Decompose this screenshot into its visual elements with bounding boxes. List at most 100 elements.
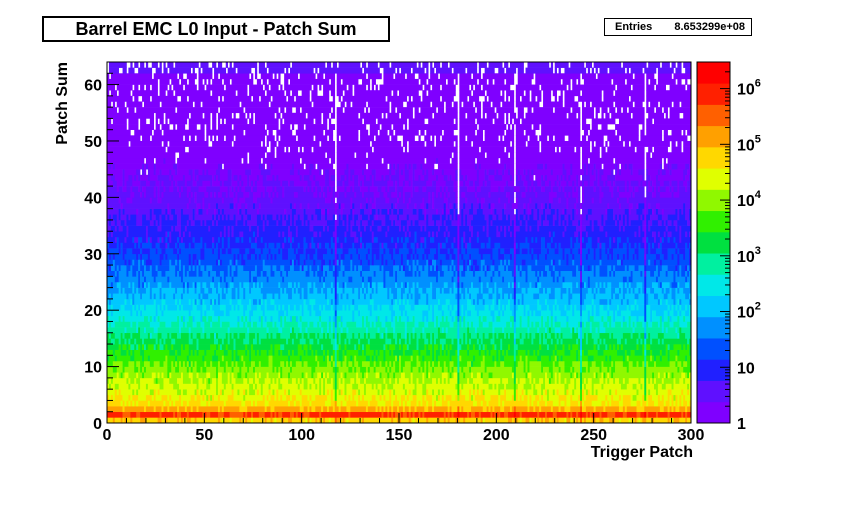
heatmap-cell [435,349,441,356]
heatmap-cell [379,304,382,311]
heatmap-cell [196,321,201,328]
heatmap-cell [334,293,338,300]
heatmap-cell [521,287,526,294]
heatmap-cell [644,355,647,362]
heatmap-cell [112,366,118,373]
heatmap-cell [165,321,172,328]
heatmap-cell [508,293,511,300]
heatmap-cell [223,236,228,243]
heatmap-cell [539,406,542,413]
heatmap-cell [348,417,363,424]
heatmap-cell [474,355,484,362]
heatmap-cell [644,389,647,396]
heatmap-cell [184,360,188,367]
heatmap-cell [336,310,353,317]
heatmap-cell [400,332,406,339]
heatmap-cell [358,400,369,407]
heatmap-cell [659,406,665,413]
heatmap-cell [414,287,419,294]
heatmap-cell [545,389,548,396]
heatmap-cell [118,383,129,390]
heatmap-cell [399,344,402,350]
heatmap-cell [165,248,174,255]
heatmap-cell [391,298,394,305]
heatmap-cell [500,349,503,356]
heatmap-cell [289,242,293,249]
heatmap-cell [515,248,520,255]
heatmap-cell [548,321,552,328]
heatmap-cell [278,377,281,384]
heatmap-cell [110,231,114,238]
heatmap-cell [253,321,258,328]
heatmap-cell [198,265,201,271]
heatmap-cell [432,259,437,266]
heatmap-cell [669,315,672,322]
heatmap-cell [231,383,234,390]
heatmap-cell [297,281,301,288]
heatmap-cell [459,372,464,379]
heatmap-cell [159,293,162,300]
heatmap-cell [640,377,645,384]
heatmap-cell [334,406,339,413]
heatmap-cell [309,265,312,271]
heatmap-cell [251,225,258,232]
heatmap-cell [212,298,215,305]
heatmap-cell [338,366,349,373]
heatmap-cell [587,281,591,288]
heatmap-cell [231,372,234,379]
heatmap-cell [147,253,151,260]
heatmap-cell [469,349,480,356]
heatmap-cell [435,400,443,407]
heatmap-cell [496,332,499,339]
heatmap-cell [356,265,359,271]
heatmap-cell [506,321,511,328]
heatmap-cell [578,265,581,271]
heatmap-cell [593,287,596,294]
heatmap-cell [371,236,374,243]
heatmap-cell [484,304,489,311]
heatmap-cell [354,332,359,339]
heatmap-cell [537,298,540,305]
heatmap-cell [118,344,121,350]
heatmap-cell [508,281,511,288]
heatmap-cell [180,417,184,424]
heatmap-cell [420,411,423,418]
heatmap-cell [231,349,234,356]
heatmap-cell [358,293,361,300]
heatmap-cell [179,242,186,249]
heatmap-cell [393,248,396,255]
heatmap-cell [371,293,388,300]
heatmap-cell [383,265,394,271]
heatmap-cell [198,406,219,413]
heatmap-cell [638,389,645,396]
heatmap-cell [476,236,480,243]
heatmap-cell [410,372,413,379]
heatmap-cell [321,417,324,424]
heatmap-cell [179,231,182,238]
heatmap-cell [280,360,285,367]
heatmap-cell [266,332,269,339]
heatmap-cell [605,394,608,401]
heatmap-cell [406,344,410,350]
heatmap-cell [395,389,406,396]
heatmap-cell [223,389,232,396]
heatmap-cell [262,236,285,243]
heatmap-cell [457,281,460,288]
heatmap-cell [607,321,610,328]
heatmap-cell [338,332,341,339]
heatmap-cell [188,332,192,339]
heatmap-cell [595,287,598,294]
heatmap-cell [404,327,408,334]
heatmap-cell [634,253,637,260]
heatmap-cell [406,242,411,249]
heatmap-cell [291,360,297,367]
heatmap-cell [336,242,341,249]
heatmap-cell [140,349,145,356]
heatmap-cell [655,411,659,418]
heatmap-cell [646,315,651,322]
heatmap-cell [523,394,528,401]
heatmap-cell [408,338,411,345]
heatmap-cell [620,394,624,401]
heatmap-cell [393,259,396,266]
heatmap-cell [108,298,112,305]
